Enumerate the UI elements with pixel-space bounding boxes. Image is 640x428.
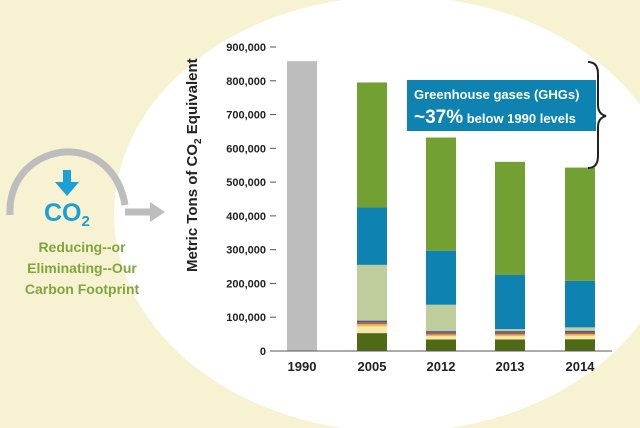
y-tick-label: 200,000 (226, 278, 266, 290)
bar-segment-2005-6 (357, 207, 387, 265)
bar-segment-2014-6 (565, 280, 595, 328)
y-axis-title: Metric Tons of CO2 Equivalent (184, 58, 204, 272)
badge-caption-line-2: Eliminating--Our (27, 260, 137, 276)
bar-segment-2012-6 (426, 250, 456, 305)
y-tick-label: 800,000 (226, 76, 266, 88)
bar-segment-2005-2 (357, 323, 387, 327)
bar-segment-2005-1 (357, 326, 387, 334)
bar-stacks (287, 61, 595, 351)
bar-segment-2013-6 (495, 275, 525, 330)
y-tick-label: 400,000 (226, 211, 266, 223)
bar-segment-2014-4 (565, 330, 595, 333)
bar-segment-2013-7 (495, 161, 525, 275)
y-tick-label: 900,000 (226, 42, 266, 54)
bar-segment-2005-7 (357, 82, 387, 208)
bar-segment-2014-1 (565, 335, 595, 340)
y-tick-label: 100,000 (226, 312, 266, 324)
bar-segment-2012-7 (426, 137, 456, 251)
bar-segment-2005-0 (357, 333, 387, 351)
bar-segment-2005-5 (357, 264, 387, 321)
bar-segment-2012-3 (426, 332, 456, 335)
callout-box (407, 80, 596, 131)
bar-segment-2005-4 (357, 320, 387, 323)
bar-segment-2014-5 (565, 327, 595, 331)
bar-segment-2014-2 (565, 334, 595, 336)
bar-segment-2013-4 (495, 331, 525, 333)
x-tick-label-2014: 2014 (566, 359, 596, 374)
callout-line-2: ~37% below 1990 levels (414, 107, 576, 128)
bar-segment-2014-3 (565, 332, 595, 335)
bar-segment-2013-3 (495, 332, 525, 335)
y-tick-label: 300,000 (226, 245, 266, 257)
bar-segment-2012-5 (426, 304, 456, 332)
x-tick-label-2005: 2005 (358, 359, 387, 374)
bar-segment-1990-8 (287, 61, 317, 351)
badge-caption-line-3: Carbon Footprint (25, 281, 140, 297)
y-tick-label: 500,000 (226, 177, 266, 189)
y-axis-ticks: 0 100,000 200,000 300,000 400,000 500,000 600,… (226, 42, 276, 358)
bar-segment-2013-2 (495, 334, 525, 337)
down-arrow-icon (55, 170, 79, 196)
callout-line-1: Greenhouse gases (GHGs) (414, 87, 579, 102)
x-tick-label-2012: 2012 (427, 359, 456, 374)
bar-segment-2013-0 (495, 339, 525, 351)
bar-segment-2014-7 (565, 167, 595, 281)
y-tick-label: 600,000 (226, 143, 266, 155)
x-tick-label-2013: 2013 (496, 359, 525, 374)
x-tick-label-1990: 1990 (288, 359, 317, 374)
bar-segment-2012-0 (426, 339, 456, 351)
y-tick-label: 0 (260, 346, 266, 358)
bar-segment-2012-4 (426, 331, 456, 333)
curved-arrow (6, 148, 129, 216)
arrow-head-icon (150, 202, 165, 222)
bar-segment-2014-0 (565, 339, 595, 351)
bar-segment-2013-5 (495, 329, 525, 332)
x-axis-labels: 1990 2005 2012 2013 2014 (288, 359, 596, 374)
bar-segment-2013-1 (495, 336, 525, 340)
bar-segment-2012-1 (426, 336, 456, 340)
bar-segment-2012-2 (426, 334, 456, 337)
badge-caption-line-1: Reducing--or (38, 239, 126, 255)
y-tick-label: 700,000 (226, 110, 266, 122)
co2-label: CO2 (44, 199, 90, 230)
bar-segment-2005-3 (357, 322, 387, 324)
callout-bracket (587, 61, 607, 169)
